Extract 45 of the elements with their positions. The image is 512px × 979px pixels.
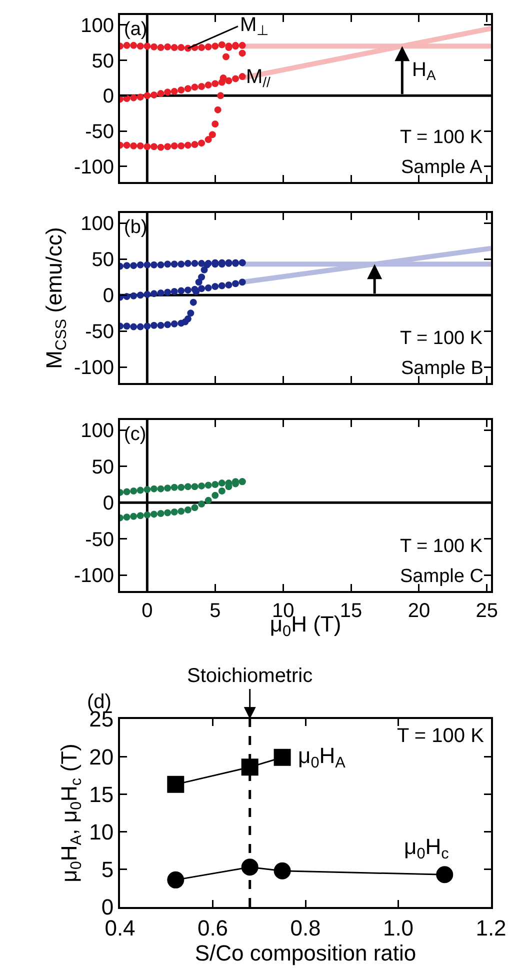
x-tick-label: 1.2 (476, 915, 506, 940)
y-tick-label: -100 (74, 357, 114, 380)
annotation: (b) (124, 217, 148, 238)
annotation: T = 100 K (400, 536, 483, 557)
y-tick-label: -50 (85, 121, 114, 144)
annotation: M$_{⊥}$ (240, 14, 269, 38)
annotation: M$_{//}$ (246, 66, 271, 90)
y-tick-label: -100 (74, 156, 114, 178)
y-tick-label: 10 (89, 820, 114, 844)
y-tick-label: -50 (85, 321, 114, 344)
x-tick-label: 25 (476, 600, 498, 622)
y-tick-label: 5 (101, 857, 114, 882)
y-tick-label: 0 (102, 285, 114, 308)
y-tick-label: 50 (92, 249, 114, 272)
y-tick-label: -100 (74, 565, 114, 588)
x-tick-label: 20 (408, 600, 430, 622)
y-tick-label: -50 (85, 528, 114, 551)
annotation: H$_{A}$ (412, 59, 436, 84)
y-tick-label: 50 (92, 456, 114, 478)
x-tick-label: 0.8 (290, 915, 321, 940)
annotation: (c) (124, 424, 146, 445)
y-tick-label: 50 (92, 50, 114, 72)
annotation: T = 100 K (400, 127, 483, 148)
x-tick-label: 15 (340, 600, 362, 622)
annotation: (a) (124, 19, 148, 40)
annotation: T = 100 K (397, 725, 485, 747)
annotation: Sample A (401, 157, 483, 178)
x-tick-label: 0 (142, 600, 153, 622)
annotation: Sample C (400, 566, 484, 587)
x-tick-label: 5 (210, 600, 221, 622)
y-tick-label: 20 (89, 744, 114, 770)
x-axis-title: S/Co composition ratio (194, 940, 416, 966)
y-tick-label: 0 (102, 492, 114, 515)
annotation: Sample B (401, 358, 484, 379)
ref-line-label: Stoichiometric (187, 665, 313, 687)
y-tick-label: 15 (89, 782, 114, 807)
annotation: T = 100 K (400, 328, 483, 349)
x-tick-label: 0.6 (197, 915, 228, 940)
y-tick-label: 100 (80, 420, 114, 442)
legend-label: μ$_{0}$H$_{A}$ (298, 743, 346, 772)
y-tick-label: 100 (80, 213, 114, 236)
y-tick-label: 100 (80, 14, 114, 37)
x-tick-label: 1.0 (382, 915, 414, 940)
series-label: μ$_{0}$H$_{c}$ (404, 834, 450, 863)
y-tick-label: 0 (102, 86, 114, 108)
